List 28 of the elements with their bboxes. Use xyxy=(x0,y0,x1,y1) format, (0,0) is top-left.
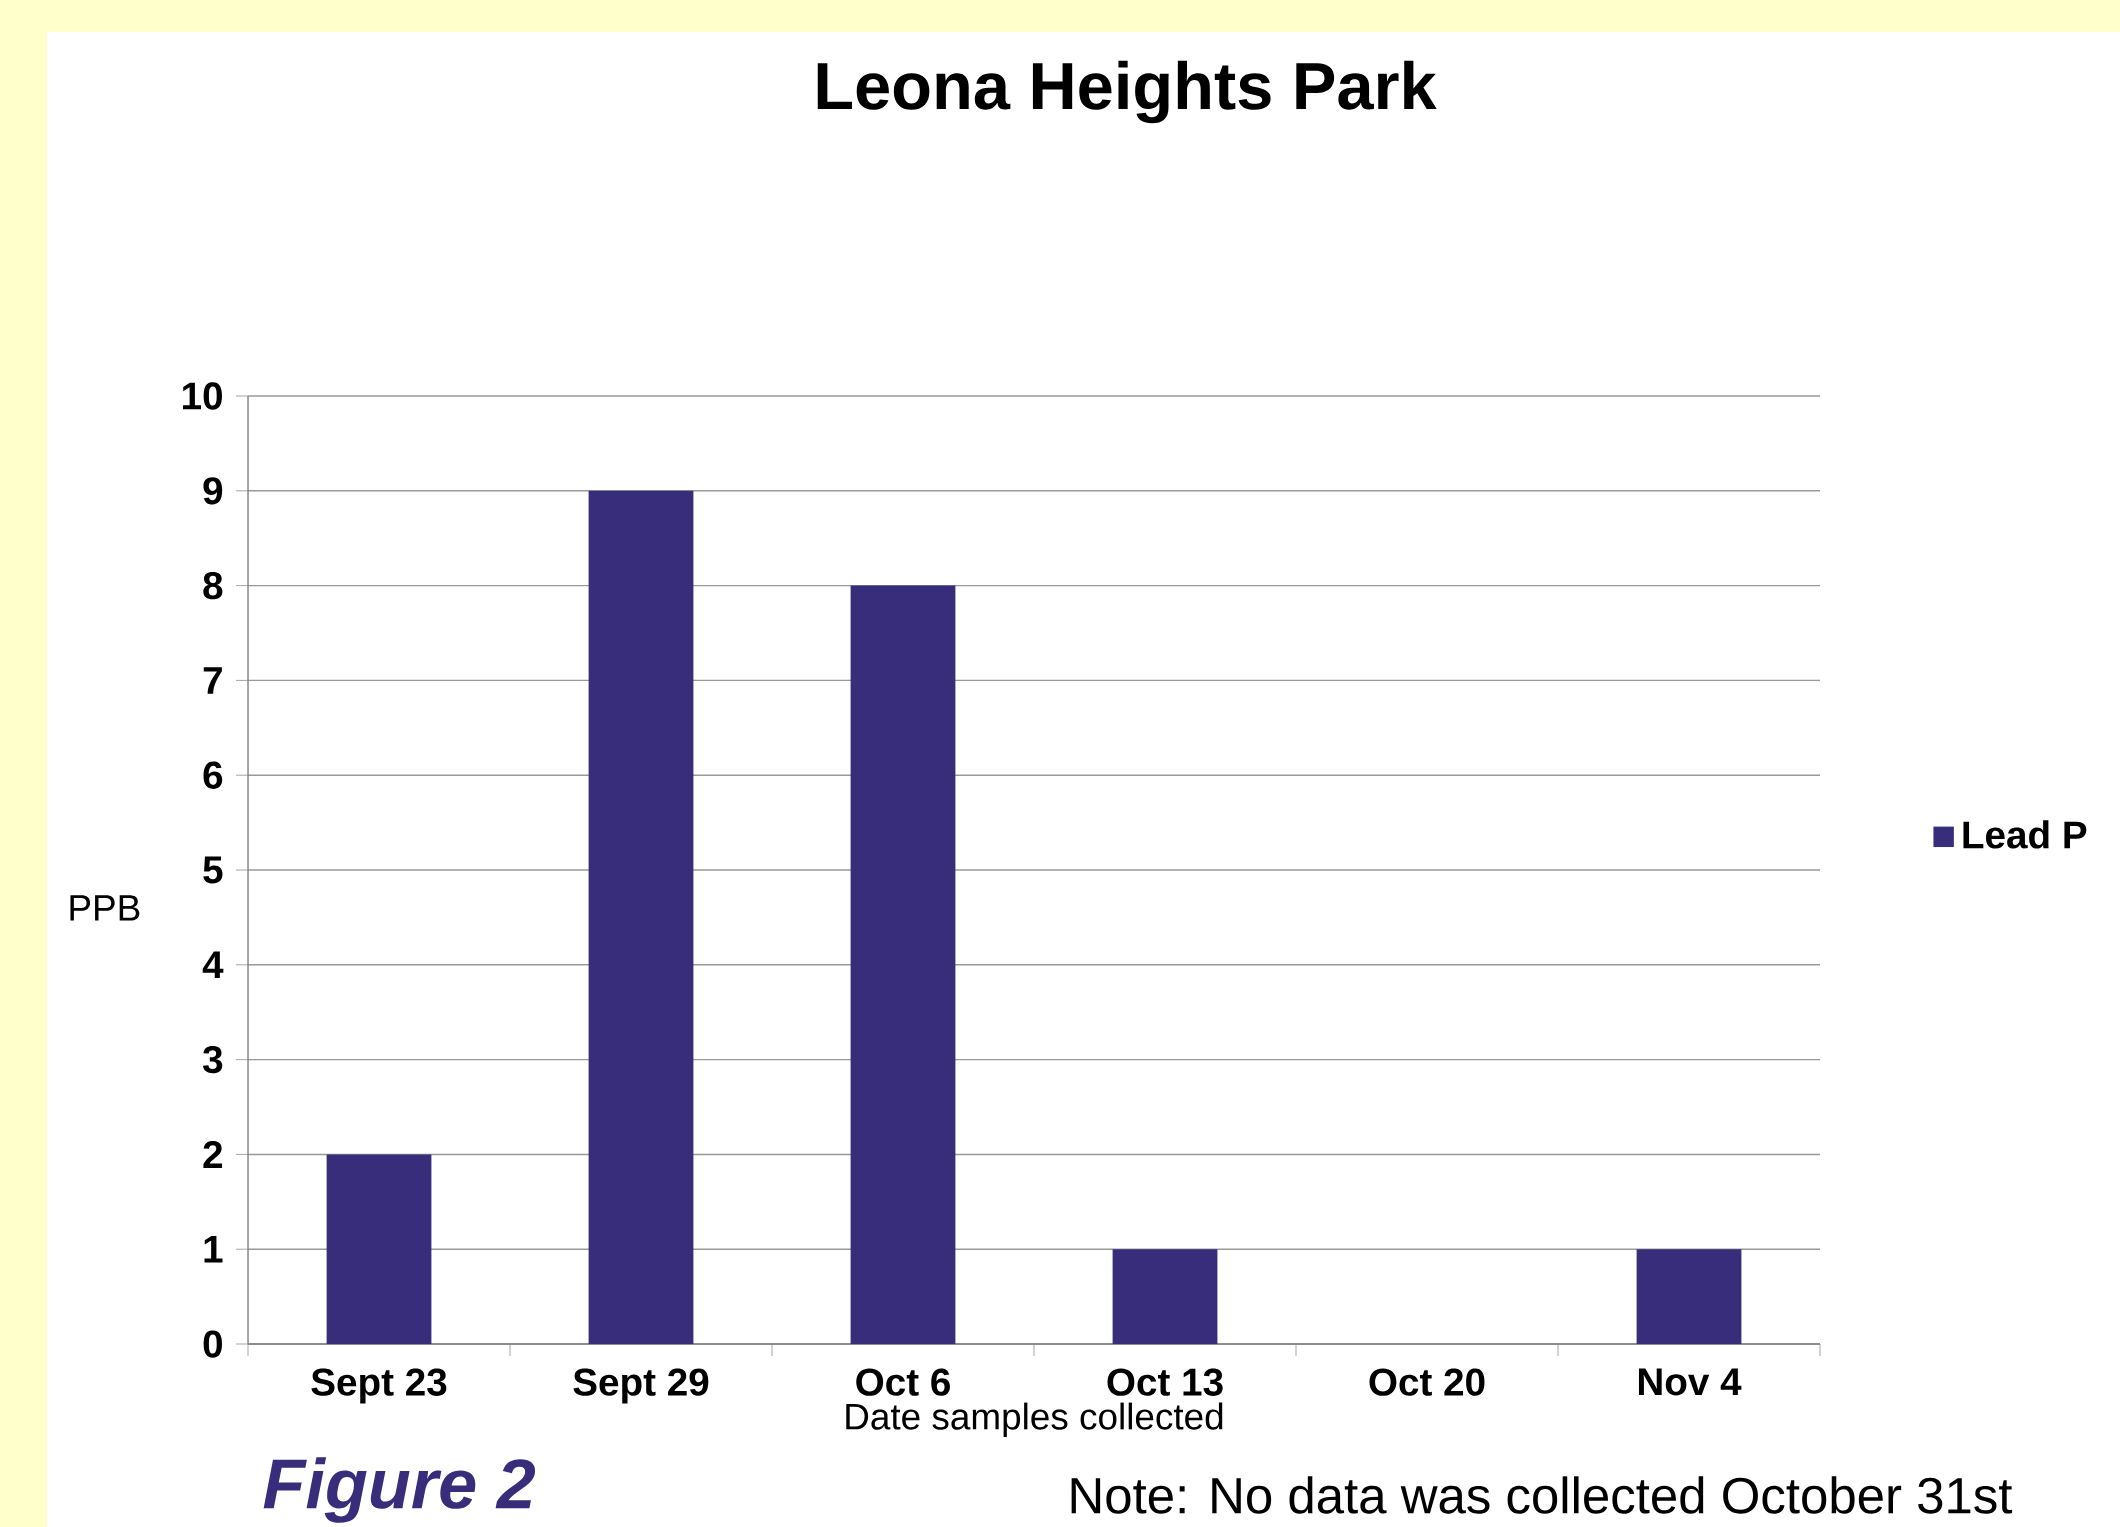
chart-title: Leona Heights Park xyxy=(817,60,1437,124)
y-tick-label: 2 xyxy=(203,1140,223,1168)
x-tick-label: Sept 29 xyxy=(573,1368,709,1404)
x-tick-label: Nov 4 xyxy=(1638,1368,1742,1396)
y-tick-label: 0 xyxy=(203,1330,222,1358)
y-tick-label: 9 xyxy=(203,477,223,505)
bar xyxy=(850,585,956,1345)
text: Note: No data was collected October 31st xyxy=(1071,1476,2013,1514)
bar xyxy=(1636,1249,1742,1345)
bar xyxy=(588,490,694,1345)
x-tick-label: Sept 23 xyxy=(311,1368,447,1404)
y-tick-label: 10 xyxy=(183,382,222,410)
y-tick-label: 5 xyxy=(203,856,223,884)
y-tick-label: 1 xyxy=(204,1235,223,1263)
x-tick-label: Oct 20 xyxy=(1369,1368,1485,1396)
bar xyxy=(326,1154,432,1345)
y-tick-label: 6 xyxy=(203,761,223,789)
y-tick-label: 4 xyxy=(202,951,224,979)
caption: Figure 2 xyxy=(263,1457,536,1523)
x-tick-label: Oct 6 xyxy=(856,1368,950,1396)
y-tick-label: 8 xyxy=(203,571,223,600)
y-tick-label: 7 xyxy=(203,667,222,694)
y-axis-title: PPB xyxy=(70,895,140,921)
x-tick-label: Oct 13 xyxy=(1107,1368,1223,1396)
x-axis-title: Date samples collected xyxy=(846,1402,1223,1437)
bar xyxy=(1112,1249,1218,1345)
y-tick-label: 3 xyxy=(202,1045,223,1074)
legend-label: Lead P xyxy=(1963,820,2087,849)
